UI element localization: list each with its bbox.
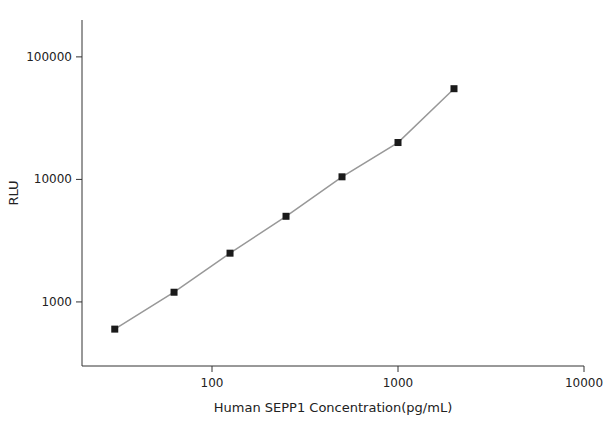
data-point <box>283 213 290 220</box>
data-point <box>171 289 178 296</box>
x-axis-label: Human SEPP1 Concentration(pg/mL) <box>214 400 452 415</box>
chart-svg: 100 1000 10000 1000 10000 100000 Human SEPP1 C… <box>0 0 608 426</box>
y-tick <box>76 179 82 180</box>
plot-area <box>111 85 457 332</box>
y-tick <box>76 301 82 302</box>
x-tick-label: 100 <box>201 376 224 390</box>
data-point <box>227 250 234 257</box>
y-tick-label: 10000 <box>34 172 72 186</box>
y-tick-label: 100000 <box>26 50 72 64</box>
y-tick-label: 1000 <box>41 295 72 309</box>
y-tick <box>76 56 82 57</box>
x-tick-label: 1000 <box>383 376 414 390</box>
data-point <box>339 173 346 180</box>
axes: 100 1000 10000 1000 10000 100000 <box>26 20 603 390</box>
x-tick <box>212 366 213 372</box>
data-point <box>450 85 457 92</box>
data-point <box>111 326 118 333</box>
page: {"chart_data": {"type": "line", "xlabel"… <box>0 0 608 426</box>
y-axis-label: RLU <box>6 180 21 205</box>
x-tick <box>584 366 585 372</box>
chart-container: 100 1000 10000 1000 10000 100000 Human SEPP1 C… <box>0 0 608 426</box>
data-point <box>395 139 402 146</box>
data-line <box>115 89 454 329</box>
x-tick <box>398 366 399 372</box>
y-axis-line <box>82 20 83 366</box>
x-axis-line <box>82 366 584 367</box>
x-tick-label: 10000 <box>565 376 603 390</box>
